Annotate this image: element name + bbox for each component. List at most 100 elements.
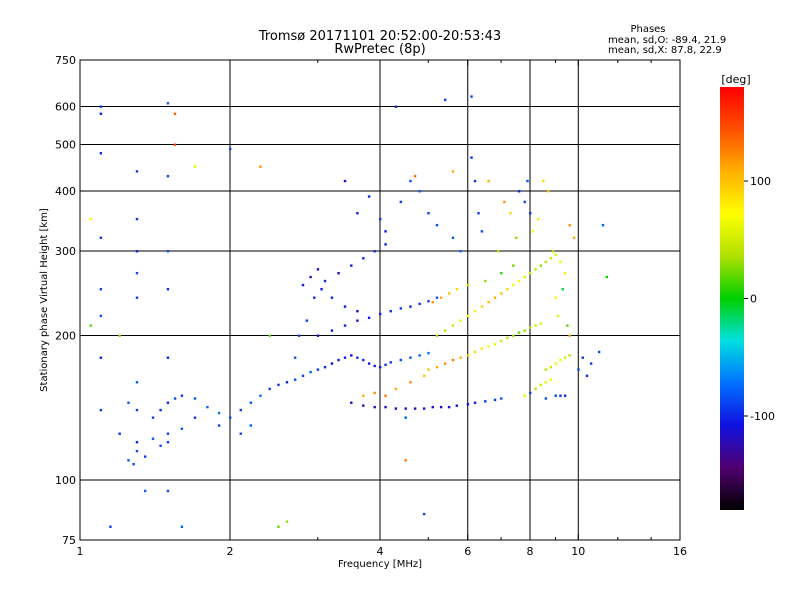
data-point <box>487 300 490 304</box>
data-point <box>480 305 484 308</box>
data-point <box>166 432 170 435</box>
data-point <box>330 296 334 299</box>
data-point <box>542 179 545 183</box>
data-point <box>249 401 253 404</box>
x-tick-label: 10 <box>571 545 585 558</box>
data-point <box>539 264 542 267</box>
data-point <box>493 343 497 346</box>
data-point <box>135 170 139 173</box>
colorbar-tick-label: 100 <box>750 175 771 188</box>
data-point <box>180 394 184 397</box>
data-point <box>367 316 371 319</box>
data-point <box>127 459 130 462</box>
data-point <box>443 98 447 102</box>
data-point <box>473 401 477 404</box>
data-point <box>389 361 392 364</box>
data-point <box>503 200 506 204</box>
data-point <box>309 370 312 374</box>
data-point <box>367 362 371 365</box>
data-point <box>362 358 365 362</box>
data-point <box>549 378 553 381</box>
data-point <box>99 314 103 318</box>
data-point <box>301 283 305 287</box>
gridlines <box>80 60 680 540</box>
data-point <box>259 394 262 397</box>
y-tick-label: 200 <box>55 330 76 343</box>
data-point <box>173 143 177 146</box>
data-point <box>356 309 359 313</box>
data-point <box>109 525 112 528</box>
data-point <box>435 334 439 337</box>
data-point <box>249 424 253 427</box>
data-point <box>394 387 398 391</box>
data-point <box>206 405 209 409</box>
data-point <box>404 416 407 419</box>
data-point <box>589 362 593 365</box>
colorbar <box>720 87 744 510</box>
data-point <box>293 356 297 359</box>
data-point <box>268 334 271 337</box>
data-points <box>89 95 609 528</box>
data-point <box>384 230 387 233</box>
data-point <box>470 156 473 159</box>
data-point <box>517 279 521 283</box>
data-point <box>151 416 155 419</box>
data-point <box>135 271 139 275</box>
y-tick-label: 500 <box>55 139 76 152</box>
data-point <box>135 441 139 444</box>
data-point <box>356 356 359 359</box>
data-point <box>343 356 347 359</box>
data-point <box>135 381 139 384</box>
data-point <box>89 324 92 327</box>
data-point <box>447 405 451 409</box>
data-point <box>466 354 470 357</box>
data-point <box>362 394 365 397</box>
data-point <box>559 260 562 264</box>
data-point <box>500 292 503 295</box>
chart-title: Tromsø 20171101 20:52:00-20:53:43 <box>258 29 501 44</box>
data-point <box>529 212 532 215</box>
x-tick-label: 8 <box>527 545 534 558</box>
data-point <box>439 405 443 409</box>
data-point <box>356 319 359 322</box>
y-tick-label: 100 <box>55 474 76 487</box>
data-point <box>316 268 320 271</box>
data-point <box>373 405 376 409</box>
data-point <box>166 356 170 359</box>
data-point <box>534 268 537 271</box>
data-point <box>531 230 535 233</box>
data-point <box>487 345 490 348</box>
data-point <box>229 147 232 151</box>
data-point <box>379 217 382 221</box>
data-point <box>422 407 426 410</box>
data-point <box>350 354 353 357</box>
data-point <box>389 309 392 313</box>
data-point <box>509 212 512 215</box>
x-axis-label: Frequency [MHz] <box>338 559 422 570</box>
x-tick-label: 6 <box>464 545 471 558</box>
data-point <box>379 312 382 316</box>
data-point <box>404 459 407 462</box>
data-point <box>166 441 170 444</box>
data-point <box>285 381 289 384</box>
data-point <box>431 405 434 409</box>
data-point <box>470 95 473 98</box>
data-point <box>305 319 309 322</box>
data-point <box>605 275 609 279</box>
data-point <box>409 179 412 183</box>
data-point <box>559 358 562 362</box>
data-point <box>512 283 515 287</box>
data-point <box>484 400 487 403</box>
data-point <box>330 362 334 365</box>
data-point <box>459 319 462 322</box>
data-point <box>135 250 139 253</box>
colorbar-ticks: 100 0 -100 <box>744 175 775 423</box>
data-point <box>367 195 371 198</box>
data-point <box>523 329 526 332</box>
data-point <box>480 347 484 350</box>
data-point <box>166 401 170 404</box>
data-point <box>193 165 197 168</box>
data-point <box>455 404 459 407</box>
data-point <box>500 271 503 275</box>
data-point <box>466 283 470 287</box>
